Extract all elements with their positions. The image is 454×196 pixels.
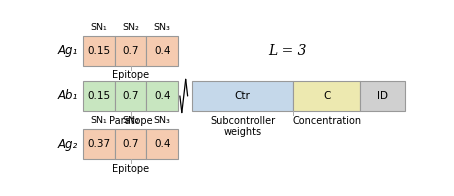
Bar: [192, 81, 293, 111]
Text: 0.15: 0.15: [88, 46, 110, 56]
Text: 0.4: 0.4: [154, 91, 171, 101]
Bar: [83, 81, 115, 111]
Text: Paratope: Paratope: [109, 116, 153, 126]
Text: Ab₁: Ab₁: [58, 89, 78, 103]
Text: 0.15: 0.15: [88, 91, 110, 101]
Text: ID: ID: [377, 91, 388, 101]
Text: 0.37: 0.37: [88, 139, 110, 149]
Text: Ag₁: Ag₁: [58, 44, 78, 57]
Text: SN₂: SN₂: [122, 23, 139, 32]
Text: Concentration: Concentration: [292, 116, 361, 126]
Text: SN₃: SN₃: [154, 116, 171, 125]
Text: Subcontroller
weights: Subcontroller weights: [210, 116, 275, 137]
Bar: [147, 81, 178, 111]
Text: 0.4: 0.4: [154, 46, 171, 56]
Bar: [147, 36, 178, 66]
Bar: [147, 129, 178, 159]
Text: SN₂: SN₂: [122, 116, 139, 125]
Text: L = 3: L = 3: [268, 44, 306, 58]
Bar: [115, 36, 147, 66]
Text: Epitope: Epitope: [112, 70, 149, 80]
Text: Epitope: Epitope: [112, 164, 149, 174]
Text: C: C: [323, 91, 331, 101]
Text: Ctr: Ctr: [235, 91, 251, 101]
Bar: [115, 81, 147, 111]
Bar: [83, 36, 115, 66]
Text: 0.7: 0.7: [123, 139, 139, 149]
Text: 0.4: 0.4: [154, 139, 171, 149]
Bar: [115, 129, 147, 159]
Bar: [83, 129, 115, 159]
Text: SN₁: SN₁: [91, 23, 107, 32]
Bar: [360, 81, 405, 111]
Text: SN₃: SN₃: [154, 23, 171, 32]
Bar: [293, 81, 360, 111]
Text: 0.7: 0.7: [123, 46, 139, 56]
Text: Ag₂: Ag₂: [58, 138, 78, 151]
Text: 0.7: 0.7: [123, 91, 139, 101]
Text: SN₁: SN₁: [91, 116, 107, 125]
